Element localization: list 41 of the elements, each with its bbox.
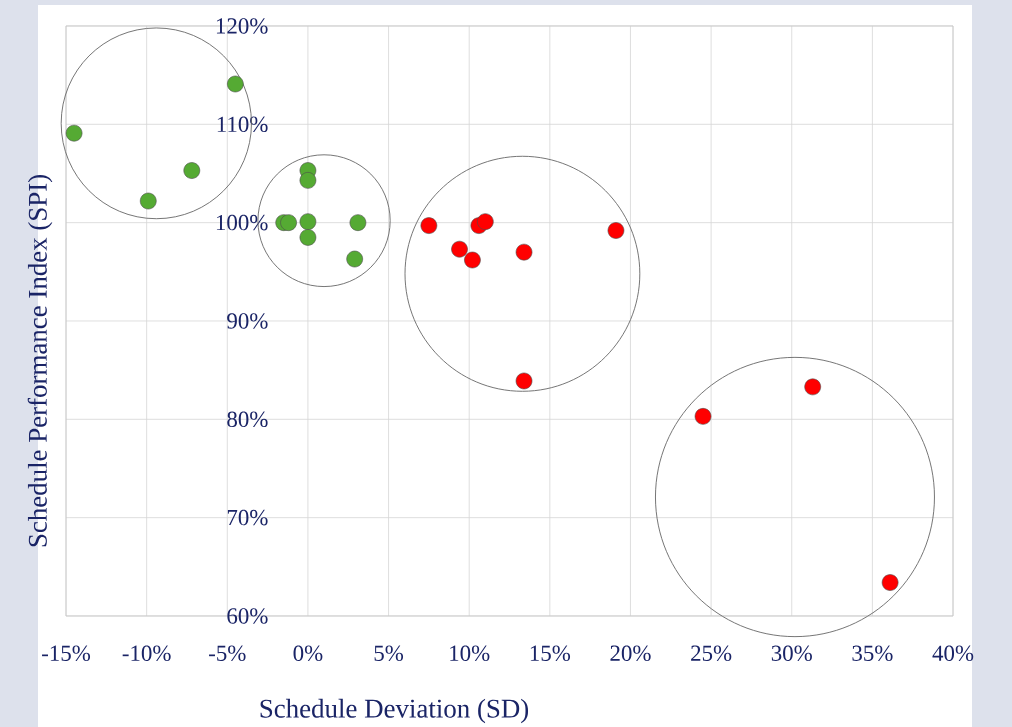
point bbox=[515, 243, 533, 261]
point bbox=[464, 251, 481, 269]
point bbox=[515, 372, 533, 390]
x-tick-label: 40% bbox=[932, 645, 974, 662]
y-tick-label: 110% bbox=[217, 116, 268, 133]
x-tick-label: 15% bbox=[530, 645, 571, 662]
point bbox=[451, 240, 468, 258]
x-tick-label: 20% bbox=[610, 645, 651, 662]
y-tick-label: 60% bbox=[227, 608, 268, 624]
x-tick-label: 25% bbox=[691, 645, 732, 662]
y-tick-label: 120% bbox=[216, 18, 268, 34]
y-axis-title: Schedule Performance Index (SPI) bbox=[27, 175, 53, 547]
point bbox=[477, 213, 494, 230]
point bbox=[227, 75, 244, 93]
point bbox=[420, 217, 438, 234]
point bbox=[346, 250, 363, 268]
x-tick-label: -5% bbox=[209, 645, 246, 662]
point bbox=[607, 222, 625, 239]
point bbox=[299, 229, 317, 246]
point bbox=[349, 214, 367, 231]
x-tick-label: 10% bbox=[450, 645, 490, 662]
x-axis-title: Schedule Deviation (SD) bbox=[260, 698, 529, 724]
x-tick-label: 35% bbox=[852, 645, 893, 662]
point bbox=[299, 172, 317, 189]
point bbox=[139, 192, 157, 210]
point bbox=[881, 574, 899, 591]
x-tick-label: -15% bbox=[42, 645, 91, 662]
point bbox=[804, 378, 822, 396]
x-tick-label: 5% bbox=[374, 645, 404, 662]
point bbox=[299, 213, 317, 230]
x-tick-label: 30% bbox=[771, 645, 812, 662]
point bbox=[183, 162, 201, 179]
y-tick-label: 90% bbox=[227, 313, 268, 329]
y-tick-label: 70% bbox=[227, 509, 268, 526]
x-tick-label: -10% bbox=[122, 645, 171, 662]
point bbox=[65, 124, 83, 142]
x-tick-label: 0% bbox=[293, 645, 323, 662]
y-tick-label: 80% bbox=[227, 411, 268, 428]
point bbox=[280, 214, 297, 231]
point bbox=[694, 408, 712, 425]
y-tick-label: 100% bbox=[216, 214, 268, 231]
